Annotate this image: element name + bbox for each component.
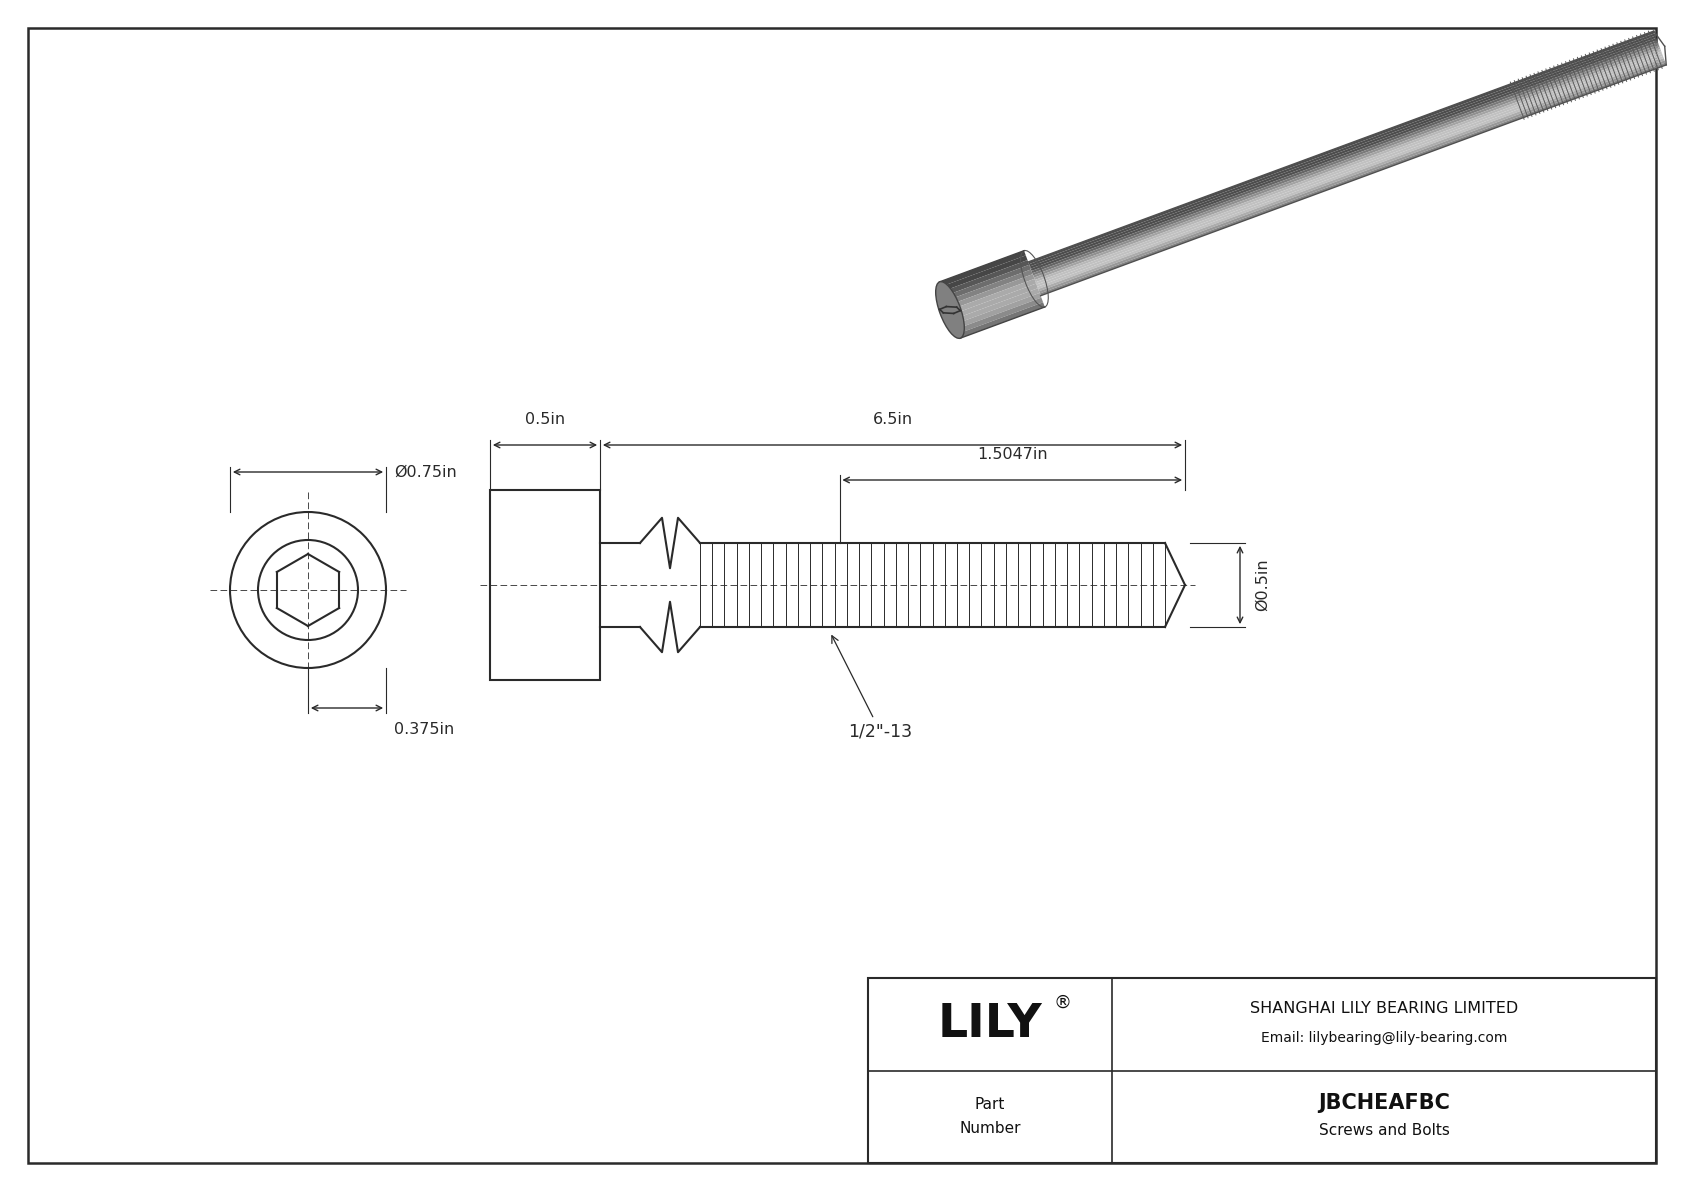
Text: Screws and Bolts: Screws and Bolts — [1319, 1123, 1450, 1139]
Polygon shape — [1029, 33, 1655, 267]
Polygon shape — [940, 250, 1026, 287]
Polygon shape — [943, 260, 1029, 295]
Text: JBCHEAFBC: JBCHEAFBC — [1319, 1093, 1450, 1112]
Bar — [867, 978, 1655, 1162]
Polygon shape — [1036, 49, 1660, 282]
Polygon shape — [951, 283, 1037, 319]
Polygon shape — [1037, 54, 1662, 287]
Text: 0.375in: 0.375in — [394, 723, 455, 737]
Text: Ø0.5in: Ø0.5in — [1255, 559, 1270, 611]
Text: Part: Part — [975, 1097, 1005, 1112]
Text: 6.5in: 6.5in — [872, 412, 913, 428]
Polygon shape — [946, 269, 1032, 305]
Polygon shape — [1039, 61, 1665, 293]
Text: Email: lilybearing@lily-bearing.com: Email: lilybearing@lily-bearing.com — [1261, 1031, 1507, 1046]
Polygon shape — [1037, 58, 1664, 292]
Text: ®: ® — [1052, 993, 1071, 1011]
Polygon shape — [957, 298, 1042, 333]
Polygon shape — [1029, 31, 1655, 264]
Text: 0.5in: 0.5in — [525, 412, 566, 428]
Polygon shape — [1039, 63, 1665, 295]
Polygon shape — [945, 264, 1031, 300]
Polygon shape — [1034, 46, 1660, 280]
Polygon shape — [953, 288, 1039, 324]
Polygon shape — [950, 279, 1036, 314]
Polygon shape — [1032, 40, 1659, 273]
Polygon shape — [1032, 43, 1659, 275]
Text: 1.5047in: 1.5047in — [977, 447, 1047, 462]
Bar — [490, 490, 600, 680]
Text: Number: Number — [960, 1121, 1021, 1136]
Text: 1/2"-13: 1/2"-13 — [832, 636, 913, 740]
Ellipse shape — [945, 299, 955, 320]
Polygon shape — [1031, 38, 1657, 272]
Polygon shape — [948, 274, 1034, 310]
Ellipse shape — [936, 281, 965, 338]
Polygon shape — [958, 303, 1044, 338]
Text: LILY: LILY — [938, 1002, 1042, 1047]
Polygon shape — [1037, 56, 1664, 289]
Polygon shape — [1034, 44, 1660, 278]
Text: SHANGHAI LILY BEARING LIMITED: SHANGHAI LILY BEARING LIMITED — [1250, 1000, 1519, 1016]
Polygon shape — [1031, 36, 1657, 269]
Text: Ø0.75in: Ø0.75in — [394, 464, 456, 480]
Polygon shape — [1036, 51, 1662, 285]
Polygon shape — [941, 255, 1027, 292]
Polygon shape — [955, 293, 1041, 329]
